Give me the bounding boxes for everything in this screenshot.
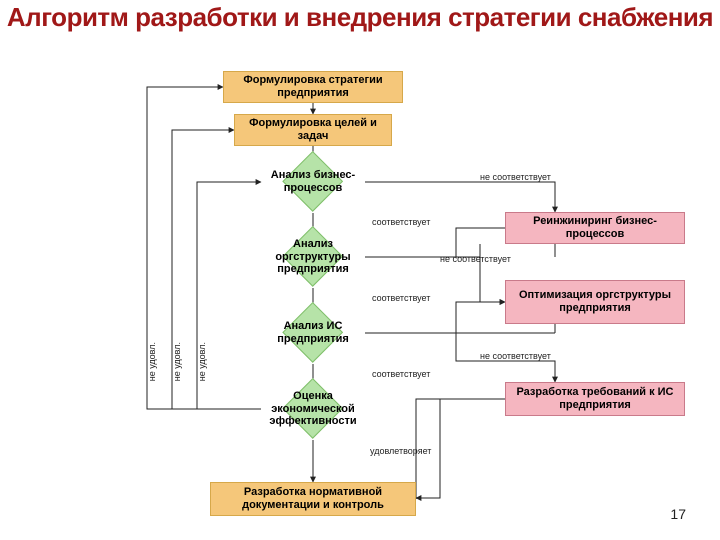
slide: { "title": "Алгоритм разработки и внедре… — [0, 0, 720, 540]
node-n7: Разработка нормативной документации и ко… — [210, 482, 416, 516]
node-n4: Анализ оргструктуры предприятия — [261, 226, 365, 288]
node-r1: Реинжиниринг бизнес-процессов — [505, 212, 685, 244]
node-r2: Оптимизация оргструктуры предприятия — [505, 280, 685, 324]
page-number: 17 — [670, 506, 686, 522]
node-n3: Анализ бизнес-процессов — [261, 151, 365, 213]
node-n1: Формулировка стратегии предприятия — [223, 71, 403, 103]
edge-label-e6yes: удовлетворяет — [370, 446, 431, 456]
node-n6: Оценка экономической эффективности — [261, 378, 365, 440]
edge-label-vt1: не удовл. — [147, 342, 157, 381]
edge-label-e3no: не соответствует — [480, 172, 551, 182]
edge-label-e5no: не соответствует — [480, 351, 551, 361]
edge-label-e3yes: соответствует — [372, 217, 430, 227]
slide-title: Алгоритм разработки и внедрения стратеги… — [0, 4, 720, 31]
node-n5: Анализ ИС предприятия — [261, 302, 365, 364]
edge-label-e4no: не соответствует — [440, 254, 511, 264]
edge-label-e5yes: соответствует — [372, 369, 430, 379]
node-n2: Формулировка целей и задач — [234, 114, 392, 146]
edge-label-e4yes: соответствует — [372, 293, 430, 303]
edge-label-vt2: не удовл. — [172, 342, 182, 381]
node-r3: Разработка требований к ИС предприятия — [505, 382, 685, 416]
edge-label-vt3: не удовл. — [197, 342, 207, 381]
